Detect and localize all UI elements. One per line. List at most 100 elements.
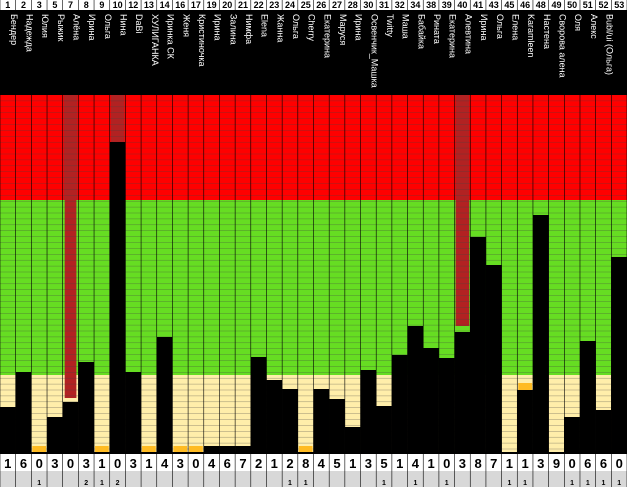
column-name-30: Освенчик_Машка <box>369 14 379 88</box>
column-name-20: Залина <box>228 14 238 45</box>
bar-orange-25 <box>298 446 313 452</box>
column-name-8: Ирина <box>87 14 97 40</box>
column-name-5: Рыжик <box>56 14 66 42</box>
bottom-value-46: 1 <box>521 456 528 471</box>
bar-orange-9 <box>95 446 109 452</box>
column-number-1: 1 <box>5 0 10 10</box>
column-name-31: Twitty <box>385 14 395 38</box>
extra-value-50: 1 <box>570 480 574 487</box>
column-name-16: Женя <box>181 14 191 37</box>
bottom-value-50: 0 <box>568 456 575 471</box>
extra-value-9: 1 <box>100 480 104 487</box>
bottom-value-1: 1 <box>4 456 11 471</box>
bar-black-40 <box>454 332 471 452</box>
extra-value-52: 1 <box>602 480 606 487</box>
extra-value-24: 1 <box>288 480 292 487</box>
bottom-value-23: 1 <box>271 456 278 471</box>
column-number-30: 30 <box>363 0 373 10</box>
column-number-13: 13 <box>144 0 154 10</box>
column-name-19: Ирина <box>213 14 223 40</box>
bottom-value-39: 0 <box>443 456 450 471</box>
column-name-17: Кристиночка <box>197 14 207 67</box>
column-number-41: 41 <box>473 0 483 10</box>
bar-black-46 <box>517 390 533 452</box>
extra-value-51: 1 <box>586 480 590 487</box>
bar-black-53 <box>611 257 627 452</box>
marked-bar-40 <box>455 200 470 326</box>
bottom-value-53: 0 <box>616 456 623 471</box>
extra-value-53: 1 <box>617 480 621 487</box>
column-number-3: 3 <box>37 0 42 10</box>
bar-orange-16 <box>173 446 188 452</box>
bottom-value-22: 2 <box>255 456 262 471</box>
bottom-value-32: 1 <box>396 456 403 471</box>
column-number-52: 52 <box>598 0 608 10</box>
column-name-23: Жанна <box>275 14 285 42</box>
bottom-value-51: 6 <box>584 456 591 471</box>
column-name-46: Karamleen <box>526 14 536 58</box>
marked-column-7 <box>63 95 78 200</box>
column-number-8: 8 <box>84 0 89 10</box>
bottom-value-2: 6 <box>20 456 27 471</box>
bottom-value-27: 5 <box>333 456 340 471</box>
bar-black-41 <box>470 237 486 452</box>
column-number-43: 43 <box>489 0 499 10</box>
bottom-value-7: 0 <box>67 456 74 471</box>
column-number-17: 17 <box>191 0 201 10</box>
bottom-value-9: 1 <box>98 456 105 471</box>
column-number-10: 10 <box>113 0 123 10</box>
extra-value-8: 2 <box>84 480 88 487</box>
bar-black-20 <box>219 446 236 452</box>
bar-black-5 <box>47 417 63 452</box>
bottom-value-12: 3 <box>130 456 137 471</box>
bottom-value-17: 0 <box>192 456 199 471</box>
bottom-value-16: 3 <box>177 456 184 471</box>
bar-black-8 <box>78 362 95 452</box>
bottom-value-31: 5 <box>380 456 387 471</box>
column-name-52: Bubl/ui (Ольга) <box>605 14 615 75</box>
bottom-value-19: 4 <box>208 456 216 471</box>
bottom-value-34: 4 <box>412 456 420 471</box>
bar-black-50 <box>564 417 580 452</box>
column-name-51: Алекс <box>589 14 599 39</box>
column-number-19: 19 <box>207 0 217 10</box>
bar-orange-17 <box>189 446 203 452</box>
column-name-9: Ольга <box>103 14 113 39</box>
column-name-2: Надежда <box>25 14 35 52</box>
column-name-25: Cherry <box>307 14 317 42</box>
bottom-value-25: 8 <box>302 456 309 471</box>
bottom-value-43: 7 <box>490 456 497 471</box>
column-name-13: ХУЛИГАНКА <box>150 14 160 66</box>
bar-black-19 <box>203 446 220 452</box>
bar-black-12 <box>125 372 142 452</box>
column-name-26: Екатерина <box>322 14 332 58</box>
bottom-value-28: 1 <box>349 456 356 471</box>
column-name-32: Маша <box>401 14 411 39</box>
extra-value-3: 1 <box>37 480 41 487</box>
column-name-45: Елена <box>510 14 520 40</box>
bottom-value-10: 0 <box>114 456 121 471</box>
column-number-27: 27 <box>332 0 342 10</box>
marked-column-40 <box>455 95 470 200</box>
column-name-49: Сворова алена <box>558 14 568 78</box>
bar-black-7 <box>62 402 79 452</box>
column-number-12: 12 <box>128 0 138 10</box>
bar-black-23 <box>266 380 283 452</box>
bottom-value-21: 7 <box>239 456 246 471</box>
column-number-38: 38 <box>426 0 436 10</box>
extra-value-34: 1 <box>413 480 417 487</box>
bar-black-24 <box>282 389 298 452</box>
bottom-value-13: 1 <box>145 456 152 471</box>
column-number-24: 24 <box>285 0 295 10</box>
column-name-22: Elena <box>260 14 270 37</box>
bar-black-48 <box>532 215 549 452</box>
column-number-53: 53 <box>614 0 624 10</box>
extra-value-10: 2 <box>116 480 120 487</box>
column-number-21: 21 <box>238 0 248 10</box>
column-name-12: DaBi <box>134 14 144 34</box>
bottom-value-26: 4 <box>318 456 326 471</box>
bar-black-39 <box>438 358 455 452</box>
column-number-34: 34 <box>410 0 420 10</box>
column-number-51: 51 <box>583 0 593 10</box>
